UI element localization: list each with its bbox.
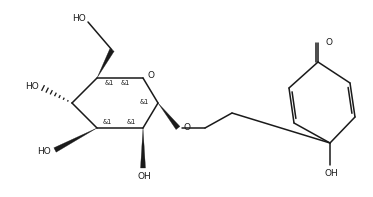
Text: &1: &1 [104, 80, 114, 86]
Text: O: O [326, 37, 333, 46]
Text: &1: &1 [120, 80, 130, 86]
Text: O: O [183, 124, 190, 133]
Polygon shape [158, 103, 180, 130]
Text: &1: &1 [126, 119, 136, 125]
Text: OH: OH [137, 172, 151, 181]
Text: OH: OH [324, 169, 338, 178]
Polygon shape [97, 49, 114, 78]
Text: HO: HO [37, 148, 51, 156]
Text: &1: &1 [140, 99, 148, 105]
Text: &1: &1 [102, 119, 112, 125]
Text: HO: HO [25, 82, 39, 90]
Polygon shape [54, 128, 97, 152]
Text: HO: HO [72, 14, 86, 22]
Polygon shape [141, 128, 145, 168]
Text: O: O [148, 71, 155, 80]
